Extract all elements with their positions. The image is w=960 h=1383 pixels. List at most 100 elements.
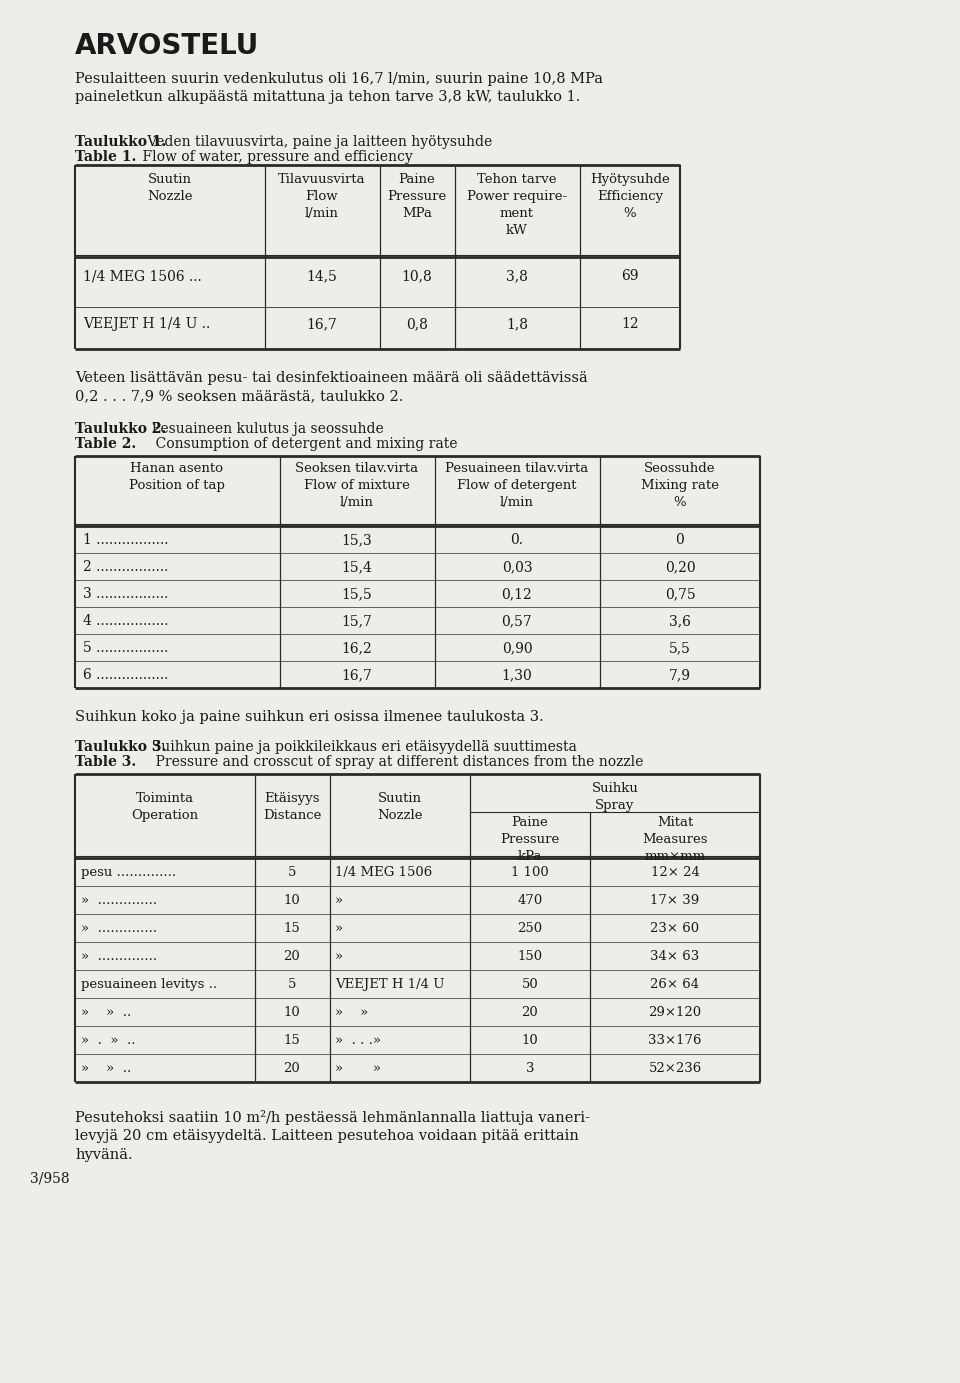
Text: Suihkun paine ja poikkileikkaus eri etäisyydellä suuttimesta: Suihkun paine ja poikkileikkaus eri etäi…	[143, 740, 577, 754]
Text: Table 1.: Table 1.	[75, 149, 136, 165]
Text: 26× 64: 26× 64	[651, 978, 700, 992]
Text: 3 .................: 3 .................	[83, 586, 168, 602]
Text: »  ..............: » ..............	[81, 922, 157, 935]
Text: 0,12: 0,12	[502, 586, 533, 602]
Text: Pesutehoksi saatiin 10 m²/h pestäessä lehmänlannalla liattuja vaneri-
levyjä 20 : Pesutehoksi saatiin 10 m²/h pestäessä le…	[75, 1111, 590, 1162]
Text: pesu ..............: pesu ..............	[81, 866, 176, 880]
Text: 2 .................: 2 .................	[83, 560, 168, 574]
Text: 3/958: 3/958	[30, 1171, 70, 1187]
Text: 10: 10	[283, 1005, 300, 1019]
Text: Table 3.: Table 3.	[75, 755, 136, 769]
Text: 5 .................: 5 .................	[83, 640, 168, 656]
Text: 5: 5	[288, 978, 297, 992]
Text: 69: 69	[621, 270, 638, 284]
Text: »    »  ..: » » ..	[81, 1062, 132, 1075]
Text: Suutin
Nozzle: Suutin Nozzle	[147, 173, 193, 203]
Text: 23× 60: 23× 60	[651, 922, 700, 935]
Text: Flow of water, pressure and efficiency: Flow of water, pressure and efficiency	[125, 149, 413, 165]
Text: 20: 20	[283, 950, 300, 963]
Text: Veteen lisättävän pesu- tai desinfektioaineen määrä oli säädettävissä
0,2 . . . : Veteen lisättävän pesu- tai desinfektioa…	[75, 371, 588, 404]
Text: Etäisyys
Distance: Etäisyys Distance	[263, 792, 322, 822]
Text: 0,75: 0,75	[664, 586, 695, 602]
Text: Table 2.: Table 2.	[75, 437, 136, 451]
Text: Toiminta
Operation: Toiminta Operation	[132, 792, 199, 822]
Text: VEEJET H 1/4 U ..: VEEJET H 1/4 U ..	[83, 317, 210, 331]
Text: 4 .................: 4 .................	[83, 614, 169, 628]
Text: 1/4 MEG 1506 ...: 1/4 MEG 1506 ...	[83, 270, 202, 284]
Text: 15,4: 15,4	[342, 560, 372, 574]
Text: Taulukko 3.: Taulukko 3.	[75, 740, 166, 754]
Text: 0.: 0.	[511, 532, 523, 548]
Text: 1/4 MEG 1506: 1/4 MEG 1506	[335, 866, 432, 880]
Text: 0,8: 0,8	[406, 317, 428, 331]
Text: 5,5: 5,5	[669, 640, 691, 656]
Text: ARVOSTELU: ARVOSTELU	[75, 32, 259, 59]
Text: Pesuaineen kulutus ja seossuhde: Pesuaineen kulutus ja seossuhde	[143, 422, 384, 436]
Text: 3: 3	[526, 1062, 535, 1075]
Text: 20: 20	[521, 1005, 539, 1019]
Text: Hanan asento
Position of tap: Hanan asento Position of tap	[129, 462, 225, 492]
Text: 52×236: 52×236	[648, 1062, 702, 1075]
Text: Pesuaineen tilav.virta
Flow of detergent
l/min: Pesuaineen tilav.virta Flow of detergent…	[445, 462, 588, 509]
Text: »  ..............: » ..............	[81, 893, 157, 907]
Text: 15: 15	[283, 1034, 300, 1047]
Text: Pressure and crosscut of spray at different distances from the nozzle: Pressure and crosscut of spray at differ…	[125, 755, 643, 769]
Text: Suihku
Spray: Suihku Spray	[591, 781, 638, 812]
Text: 10: 10	[283, 893, 300, 907]
Text: 15,7: 15,7	[342, 614, 372, 628]
Text: 12: 12	[621, 317, 638, 331]
Text: Seossuhde
Mixing rate
%: Seossuhde Mixing rate %	[641, 462, 719, 509]
Text: 1 .................: 1 .................	[83, 532, 169, 548]
Text: 50: 50	[521, 978, 539, 992]
Text: 16,7: 16,7	[342, 668, 372, 682]
Text: 34× 63: 34× 63	[650, 950, 700, 963]
Text: 10,8: 10,8	[401, 270, 432, 284]
Text: 0,03: 0,03	[502, 560, 532, 574]
Text: 33×176: 33×176	[648, 1034, 702, 1047]
Text: »  ..............: » ..............	[81, 950, 157, 963]
Text: 16,2: 16,2	[342, 640, 372, 656]
Text: »       »: » »	[335, 1062, 381, 1075]
Text: Paine
Pressure
MPa: Paine Pressure MPa	[388, 173, 446, 220]
Text: 0,57: 0,57	[502, 614, 533, 628]
Text: Tilavuusvirta
Flow
l/min: Tilavuusvirta Flow l/min	[278, 173, 366, 220]
Text: 15,5: 15,5	[342, 586, 372, 602]
Text: 0,90: 0,90	[502, 640, 532, 656]
Text: 29×120: 29×120	[648, 1005, 702, 1019]
Text: 6 .................: 6 .................	[83, 668, 168, 682]
Text: Hyötysuhde
Efficiency
%: Hyötysuhde Efficiency %	[590, 173, 670, 220]
Text: 150: 150	[517, 950, 542, 963]
Text: 16,7: 16,7	[306, 317, 337, 331]
Text: Suutin
Nozzle: Suutin Nozzle	[377, 792, 422, 822]
Text: Suihkun koko ja paine suihkun eri osissa ilmenee taulukosta 3.: Suihkun koko ja paine suihkun eri osissa…	[75, 709, 543, 723]
Text: Seoksen tilav.virta
Flow of mixture
l/min: Seoksen tilav.virta Flow of mixture l/mi…	[296, 462, 419, 509]
Text: 0,20: 0,20	[664, 560, 695, 574]
Text: 17× 39: 17× 39	[650, 893, 700, 907]
Text: »    »: » »	[335, 1005, 369, 1019]
Text: 12× 24: 12× 24	[651, 866, 700, 880]
Text: VEEJET H 1/4 U: VEEJET H 1/4 U	[335, 978, 444, 992]
Text: 15,3: 15,3	[342, 532, 372, 548]
Text: »: »	[335, 950, 343, 963]
Text: Veden tilavuusvirta, paine ja laitteen hyötysuhde: Veden tilavuusvirta, paine ja laitteen h…	[143, 136, 492, 149]
Text: 3,8: 3,8	[506, 270, 528, 284]
Text: Mitat
Measures
mm×mm: Mitat Measures mm×mm	[642, 816, 708, 863]
Text: Consumption of detergent and mixing rate: Consumption of detergent and mixing rate	[125, 437, 458, 451]
Text: 250: 250	[517, 922, 542, 935]
Text: Tehon tarve
Power require-
ment
kW: Tehon tarve Power require- ment kW	[467, 173, 567, 236]
Text: 1,8: 1,8	[506, 317, 528, 331]
Text: 15: 15	[283, 922, 300, 935]
Text: Taulukko 2.: Taulukko 2.	[75, 422, 166, 436]
Text: 20: 20	[283, 1062, 300, 1075]
Text: 7,9: 7,9	[669, 668, 691, 682]
Text: 0: 0	[676, 532, 684, 548]
Text: 470: 470	[517, 893, 542, 907]
Text: »  . . .»: » . . .»	[335, 1034, 381, 1047]
Text: »    »  ..: » » ..	[81, 1005, 132, 1019]
Text: 1,30: 1,30	[502, 668, 533, 682]
Text: Taulukko 1.: Taulukko 1.	[75, 136, 166, 149]
Text: 14,5: 14,5	[306, 270, 337, 284]
Text: Paine
Pressure
kPa: Paine Pressure kPa	[500, 816, 560, 863]
Text: 10: 10	[521, 1034, 539, 1047]
Text: pesuaineen levitys ..: pesuaineen levitys ..	[81, 978, 217, 992]
